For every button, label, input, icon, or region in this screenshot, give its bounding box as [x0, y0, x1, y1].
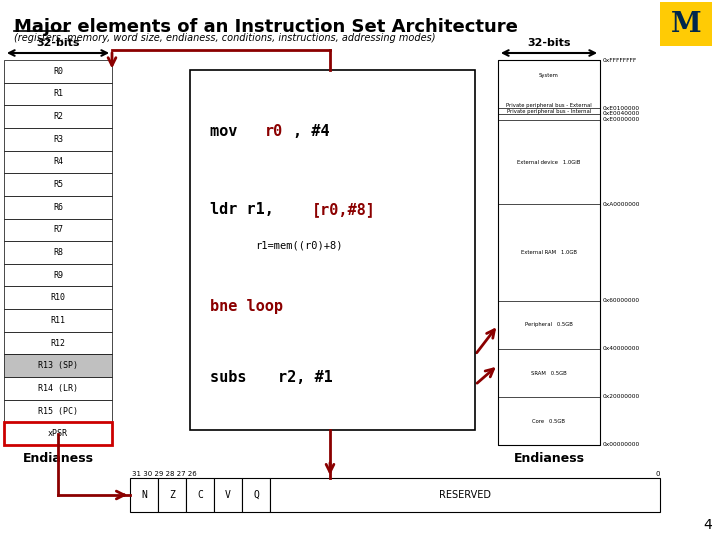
Text: subs: subs — [210, 369, 256, 384]
Text: External RAM   1.0GB: External RAM 1.0GB — [521, 250, 577, 255]
Bar — [186, 478, 214, 512]
Text: 0xE0000000: 0xE0000000 — [603, 117, 640, 122]
Text: Peripheral   0.5GB: Peripheral 0.5GB — [525, 322, 573, 327]
Bar — [4, 400, 112, 422]
Text: R13 (SP): R13 (SP) — [38, 361, 78, 370]
Text: C: C — [197, 490, 203, 500]
Text: Private peripheral bus - External: Private peripheral bus - External — [506, 103, 592, 108]
Text: 4: 4 — [703, 518, 712, 532]
Text: N: N — [141, 490, 147, 500]
Text: R7: R7 — [53, 225, 63, 234]
Bar — [214, 478, 242, 512]
Text: R6: R6 — [53, 202, 63, 212]
Text: 0: 0 — [655, 471, 660, 477]
Text: Endianess: Endianess — [513, 452, 585, 465]
Text: R8: R8 — [53, 248, 63, 257]
Text: System: System — [539, 73, 559, 78]
Bar — [158, 478, 186, 512]
Text: 0xA0000000: 0xA0000000 — [603, 202, 641, 207]
Bar — [4, 287, 112, 309]
Bar — [4, 128, 112, 151]
Text: Endianess: Endianess — [22, 452, 94, 465]
Text: Z: Z — [169, 490, 175, 500]
Bar — [498, 60, 600, 445]
Bar — [4, 105, 112, 128]
Bar — [660, 2, 712, 46]
Bar — [4, 83, 112, 105]
Text: R14 (LR): R14 (LR) — [38, 384, 78, 393]
Text: RESERVED: RESERVED — [439, 490, 491, 500]
Text: Core   0.5GB: Core 0.5GB — [533, 418, 565, 423]
Text: R10: R10 — [50, 293, 66, 302]
Bar — [4, 332, 112, 354]
Text: r0: r0 — [265, 125, 283, 139]
Text: 0x00000000: 0x00000000 — [603, 442, 640, 448]
Text: 0xE0100000: 0xE0100000 — [603, 106, 640, 111]
Text: R12: R12 — [50, 339, 66, 348]
Text: (registers, memory, word size, endianess, conditions, instructions, addressing m: (registers, memory, word size, endianess… — [14, 33, 436, 43]
Text: R15 (PC): R15 (PC) — [38, 407, 78, 415]
Text: SRAM   0.5GB: SRAM 0.5GB — [531, 370, 567, 375]
Text: 0xFFFFFFFF: 0xFFFFFFFF — [603, 57, 637, 63]
Bar — [4, 241, 112, 264]
Text: 0x20000000: 0x20000000 — [603, 394, 640, 400]
Bar — [4, 173, 112, 196]
Text: r2, #1: r2, #1 — [278, 369, 333, 384]
Bar — [4, 377, 112, 400]
Bar — [4, 422, 112, 445]
Text: R2: R2 — [53, 112, 63, 121]
Bar — [4, 196, 112, 219]
Text: M: M — [671, 10, 701, 37]
Bar — [4, 60, 112, 83]
Bar — [4, 151, 112, 173]
Bar — [130, 478, 158, 512]
Text: Q: Q — [253, 490, 259, 500]
Text: V: V — [225, 490, 231, 500]
Text: R9: R9 — [53, 271, 63, 280]
Text: , #4: , #4 — [293, 125, 330, 139]
Text: R11: R11 — [50, 316, 66, 325]
Text: mov: mov — [210, 125, 246, 139]
Text: Private peripheral bus - Internal: Private peripheral bus - Internal — [507, 109, 591, 114]
Bar — [4, 309, 112, 332]
Bar — [4, 219, 112, 241]
Text: bne loop: bne loop — [210, 299, 283, 314]
Text: 32-bits: 32-bits — [527, 38, 571, 48]
Text: R4: R4 — [53, 158, 63, 166]
Text: External device   1.0GiB: External device 1.0GiB — [517, 159, 581, 165]
Text: Major elements of an Instruction Set Architecture: Major elements of an Instruction Set Arc… — [14, 18, 518, 36]
Text: r1=mem((r0)+8): r1=mem((r0)+8) — [255, 241, 343, 251]
Bar — [270, 478, 660, 512]
Text: [r0,#8]: [r0,#8] — [312, 202, 376, 218]
Text: 32-bits: 32-bits — [36, 38, 80, 48]
Bar — [4, 264, 112, 287]
Text: R0: R0 — [53, 67, 63, 76]
Text: xPSR: xPSR — [48, 429, 68, 438]
Text: 0x40000000: 0x40000000 — [603, 346, 640, 351]
Bar — [242, 478, 270, 512]
Bar — [190, 70, 475, 430]
Text: ldr r1,: ldr r1, — [210, 202, 283, 218]
Text: 0xE0040000: 0xE0040000 — [603, 111, 640, 117]
Text: 0x60000000: 0x60000000 — [603, 298, 640, 303]
Text: R5: R5 — [53, 180, 63, 189]
Text: 31 30 29 28 27 26: 31 30 29 28 27 26 — [132, 471, 197, 477]
Text: R3: R3 — [53, 135, 63, 144]
Bar — [4, 354, 112, 377]
Text: R1: R1 — [53, 90, 63, 98]
